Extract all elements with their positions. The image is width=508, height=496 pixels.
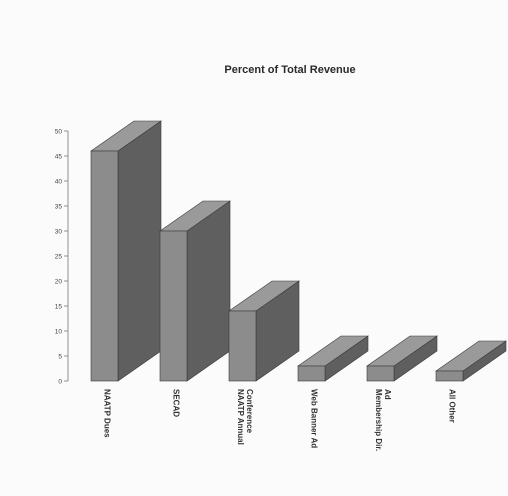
bar <box>297 335 369 382</box>
y-axis: 0 5 10 15 20 25 30 35 40 45 50 <box>55 128 69 385</box>
y-tick-label: 5 <box>58 353 62 360</box>
y-tick-label: 30 <box>55 228 63 235</box>
category-label-line: NAATP Dues <box>103 389 112 438</box>
bar <box>366 335 438 382</box>
category-label: All Other <box>448 389 457 423</box>
category-label-line: Membership Dir. <box>374 389 383 451</box>
bar <box>228 280 300 382</box>
bar <box>159 200 231 382</box>
category-label: NAATP Dues <box>103 389 112 438</box>
category-label-line: SECAD <box>172 389 181 417</box>
category-label: Membership Dir.Ad <box>374 389 392 451</box>
bar-front <box>366 365 395 382</box>
y-tick-label: 40 <box>55 178 63 185</box>
category-label: SECAD <box>172 389 181 417</box>
category-label-line: NAATP Annual <box>236 389 245 445</box>
y-tick-label: 50 <box>55 128 63 135</box>
y-tick-label: 20 <box>55 278 63 285</box>
bar <box>90 120 162 382</box>
bar-front <box>435 370 464 382</box>
y-tick-label: 10 <box>55 328 63 335</box>
bar-front <box>297 365 326 382</box>
bar-front <box>90 150 119 382</box>
bar-front <box>159 230 188 382</box>
y-tick-label: 35 <box>55 203 63 210</box>
category-label-line: Web Banner Ad <box>310 389 319 448</box>
bars <box>90 120 507 382</box>
bar-side <box>117 120 162 382</box>
y-tick-label: 45 <box>55 153 63 160</box>
category-labels: NAATP Dues SECAD NAATP AnnualConference Web… <box>103 389 457 451</box>
category-label-line: Conference <box>245 389 254 434</box>
category-label-line: Ad <box>383 389 392 400</box>
bar <box>435 340 507 382</box>
y-tick-label: 25 <box>55 253 63 260</box>
category-label: NAATP AnnualConference <box>236 389 254 445</box>
category-label-line: All Other <box>448 389 457 423</box>
bar-front <box>228 310 257 382</box>
category-label: Web Banner Ad <box>310 389 319 448</box>
y-tick-label: 0 <box>58 378 62 385</box>
chart-title: Percent of Total Revenue <box>224 64 355 76</box>
bar-side <box>186 200 231 382</box>
y-tick-label: 15 <box>55 303 63 310</box>
